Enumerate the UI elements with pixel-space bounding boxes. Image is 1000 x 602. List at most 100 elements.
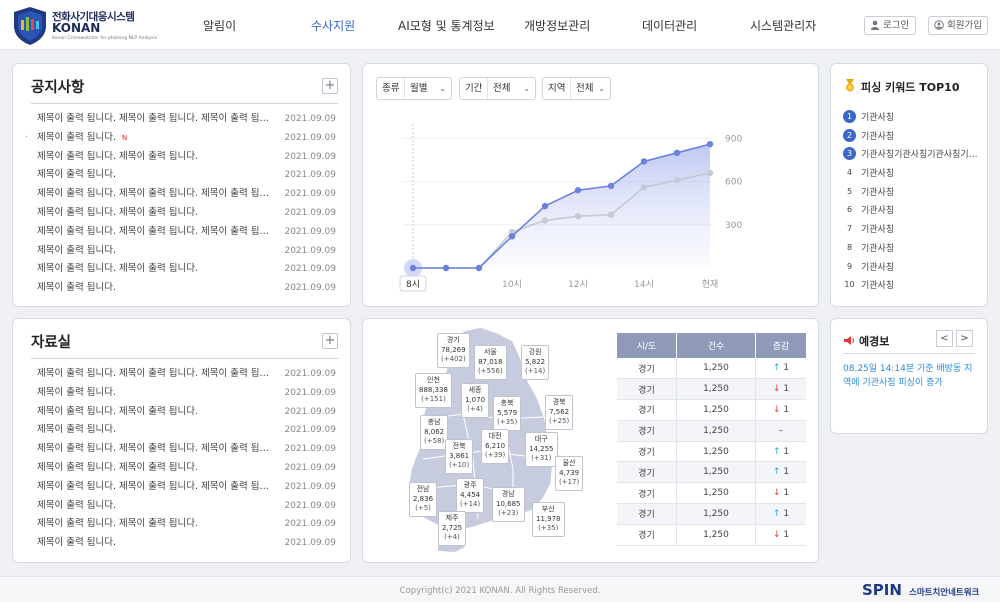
region-delta: (+4)	[444, 533, 460, 541]
table-row[interactable]: 경기 1,250 ↑ 1	[617, 503, 806, 525]
archive-item[interactable]: 제목이 출력 됩니다. 제목이 출력 됩니다. 2021.09.09	[31, 459, 336, 478]
logo[interactable]: 전화사기대응시스템 KONAN Konan Crimewatcher for p…	[12, 6, 157, 46]
map-region-label[interactable]: 충남 8,062 (+58)	[420, 415, 449, 450]
keyword-item[interactable]: 1 기관사칭	[843, 108, 978, 127]
user-circle-icon	[934, 20, 944, 30]
type-filter-select[interactable]: 종류 월별 ⌄	[376, 77, 452, 100]
logo-subtitle: Konan Crimewatcher for phishing NLP Anal…	[52, 36, 158, 41]
map-region-label[interactable]: 경남 10,685 (+23)	[492, 487, 525, 522]
notice-item[interactable]: 제목이 출력 됩니다. 제목이 출력 됩니다. 제목이 출력 됩니다. 2021.…	[31, 110, 336, 129]
notice-item[interactable]: 제목이 출력 됩니다. 제목이 출력 됩니다. 제목이 출력 됩니다. 2021.…	[31, 185, 336, 204]
region-name: 경남	[501, 490, 515, 498]
notice-item[interactable]: 제목이 출력 됩니다. N 2021.09.09	[31, 129, 336, 148]
cell-count: 1,250	[676, 358, 757, 380]
table-row[interactable]: 경기 1,250 ↓ 1	[617, 482, 806, 505]
notice-item[interactable]: 제목이 출력 됩니다. 제목이 출력 됩니다. 2021.09.09	[31, 260, 336, 279]
regional-stats-table: 시/도 건수 증감 경기 1,250 ↑ 1 경기 1,250 ↓ 1 경기 1,250 ↓ 1…	[617, 333, 806, 546]
table-row[interactable]: 경기 1,250 –	[617, 420, 806, 442]
map-region-label[interactable]: 대구 14,255 (+31)	[525, 432, 558, 467]
notice-item[interactable]: 제목이 출력 됩니다. 2021.09.09	[31, 166, 336, 185]
map-region-label[interactable]: 인천 888,338 (+151)	[415, 373, 452, 408]
map-region-label[interactable]: 전남 2,836 (+5)	[409, 482, 438, 517]
regional-status-panel: 경기 78,269 (+402) 서울 87,018 (+556) 강원 5,822 (+14)…	[362, 318, 819, 563]
map-region-label[interactable]: 대전 6,210 (+39)	[481, 429, 510, 464]
nav-system-admin[interactable]: 시스템관리자	[750, 19, 817, 33]
region-count: 3,861	[449, 451, 470, 460]
alert-next-button[interactable]: >	[956, 330, 973, 347]
nav-data-management[interactable]: 데이터관리	[642, 19, 698, 33]
table-row[interactable]: 경기 1,250 ↓ 1	[617, 524, 806, 546]
notice-item-date: 2021.09.09	[284, 189, 336, 200]
archive-item[interactable]: 제목이 출력 됩니다. 2021.09.09	[31, 534, 336, 553]
main-series-point	[409, 264, 417, 272]
map-region-label[interactable]: 부산 11,978 (+35)	[532, 502, 565, 537]
archive-item-title: 제목이 출력 됩니다.	[37, 534, 269, 553]
footer: Copyright(c) 2021 KONAN. All Rights Rese…	[0, 576, 1000, 602]
archive-more-button[interactable]: +	[322, 333, 338, 349]
map-region-label[interactable]: 강원 5,822 (+14)	[521, 345, 550, 380]
archive-item[interactable]: 제목이 출력 됩니다. 제목이 출력 됩니다. 제목이 출력 됩니다. 2021.…	[31, 440, 336, 459]
notice-item-title: 제목이 출력 됩니다. 제목이 출력 됩니다.	[37, 204, 269, 223]
notice-more-button[interactable]: +	[322, 78, 338, 94]
keyword-item[interactable]: 3 기관사칭기관사칭기관사칭기관사칭	[843, 145, 979, 164]
notice-item[interactable]: 제목이 출력 됩니다. 제목이 출력 됩니다. 제목이 출력 됩니다. 2021.…	[31, 223, 336, 242]
keyword-item[interactable]: 5 기관사칭	[843, 183, 978, 202]
table-row[interactable]: 경기 1,250 ↑ 1	[617, 441, 806, 463]
map-region-label[interactable]: 충북 5,579 (+35)	[493, 396, 522, 431]
login-button[interactable]: 로그인	[864, 16, 916, 35]
table-row[interactable]: 경기 1,250 ↑ 1	[617, 461, 806, 484]
map-region-label[interactable]: 광주 4,454 (+14)	[456, 478, 485, 513]
nav-alarm[interactable]: 알림이	[203, 19, 237, 33]
table-row[interactable]: 경기 1,250 ↓ 1	[617, 378, 806, 401]
secondary-series-point	[640, 184, 648, 191]
archive-item[interactable]: 제목이 출력 됩니다. 2021.09.09	[31, 384, 336, 403]
archive-item[interactable]: 제목이 출력 됩니다. 제목이 출력 됩니다. 2021.09.09	[31, 403, 336, 422]
map-region-label[interactable]: 울산 4,739 (+17)	[555, 456, 584, 491]
notice-item-title: 제목이 출력 됩니다. 제목이 출력 됩니다. 제목이 출력 됩니다.	[37, 223, 269, 242]
cell-region: 경기	[617, 378, 677, 401]
notice-item[interactable]: 제목이 출력 됩니다. 제목이 출력 됩니다. 2021.09.09	[31, 148, 336, 167]
keyword-item[interactable]: 9 기관사칭	[843, 258, 978, 277]
region-name: 경북	[552, 398, 566, 406]
rank-badge: 6	[846, 205, 853, 215]
archive-item[interactable]: 제목이 출력 됩니다. 2021.09.09	[31, 421, 336, 440]
table-row[interactable]: 경기 1,250 ↓ 1	[617, 399, 806, 421]
archive-item[interactable]: 제목이 출력 됩니다. 제목이 출력 됩니다. 제목이 출력 됩니다. 2021.…	[31, 478, 336, 497]
nav-investigation-support[interactable]: 수사지원	[311, 19, 356, 33]
map-region-label[interactable]: 제주 2,725 (+4)	[438, 511, 467, 546]
main-series-point	[706, 140, 714, 148]
alert-prev-button[interactable]: <	[936, 330, 953, 347]
nav-open-info[interactable]: 개방정보관리	[524, 19, 591, 33]
region-filter-select[interactable]: 지역 전체 ⌄	[542, 77, 611, 100]
region-name: 강원	[528, 348, 542, 356]
nav-ai-model-stats[interactable]: AI모형 및 통계정보	[398, 19, 495, 33]
keyword-item[interactable]: 7 기관사칭	[843, 220, 978, 239]
archive-item[interactable]: 제목이 출력 됩니다. 2021.09.09	[31, 497, 336, 516]
region-name: 광주	[463, 481, 477, 489]
main-series-point	[607, 182, 615, 190]
keyword-item[interactable]: 2 기관사칭	[843, 127, 978, 146]
archive-item[interactable]: 제목이 출력 됩니다. 제목이 출력 됩니다. 제목이 출력 됩니다. 2021.…	[31, 365, 336, 384]
region-name: 세종	[468, 386, 482, 394]
archive-item[interactable]: 제목이 출력 됩니다. 제목이 출력 됩니다. 2021.09.09	[31, 515, 336, 534]
notice-item[interactable]: 제목이 출력 됩니다. 2021.09.09	[31, 279, 336, 298]
map-region-label[interactable]: 경기 78,269 (+402)	[437, 333, 470, 368]
notice-item[interactable]: 제목이 출력 됩니다. 2021.09.09	[31, 242, 336, 261]
keyword-item[interactable]: 4 기관사칭	[843, 164, 978, 183]
rank-badge: 3	[843, 147, 856, 161]
signup-button[interactable]: 회원가입	[928, 16, 988, 35]
map-region-label[interactable]: 경북 7,562 (+25)	[545, 395, 574, 430]
notice-item-date: 2021.09.09	[284, 151, 336, 162]
alert-message[interactable]: 08.25일 14:14분 기준 배방동 지역에 기관사칭 피싱이 증가	[843, 364, 973, 388]
period-filter-select[interactable]: 기간 전체 ⌄	[459, 77, 536, 100]
map-region-label[interactable]: 전북 3,861 (+10)	[445, 439, 474, 474]
keyword-item[interactable]: 10 기관사칭	[843, 276, 978, 295]
table-row[interactable]: 경기 1,250 ↑ 1	[617, 358, 806, 380]
map-region-label[interactable]: 서울 87,018 (+556)	[474, 345, 507, 380]
keyword-item[interactable]: 8 기관사칭	[843, 239, 978, 258]
region-name: 인천	[427, 376, 440, 384]
notice-item[interactable]: 제목이 출력 됩니다. 제목이 출력 됩니다. 2021.09.09	[31, 204, 336, 223]
keyword-item[interactable]: 6 기관사칭	[843, 201, 978, 220]
highlight-tick-box	[399, 275, 427, 292]
map-region-label[interactable]: 세종 1,070 (+4)	[461, 383, 490, 418]
